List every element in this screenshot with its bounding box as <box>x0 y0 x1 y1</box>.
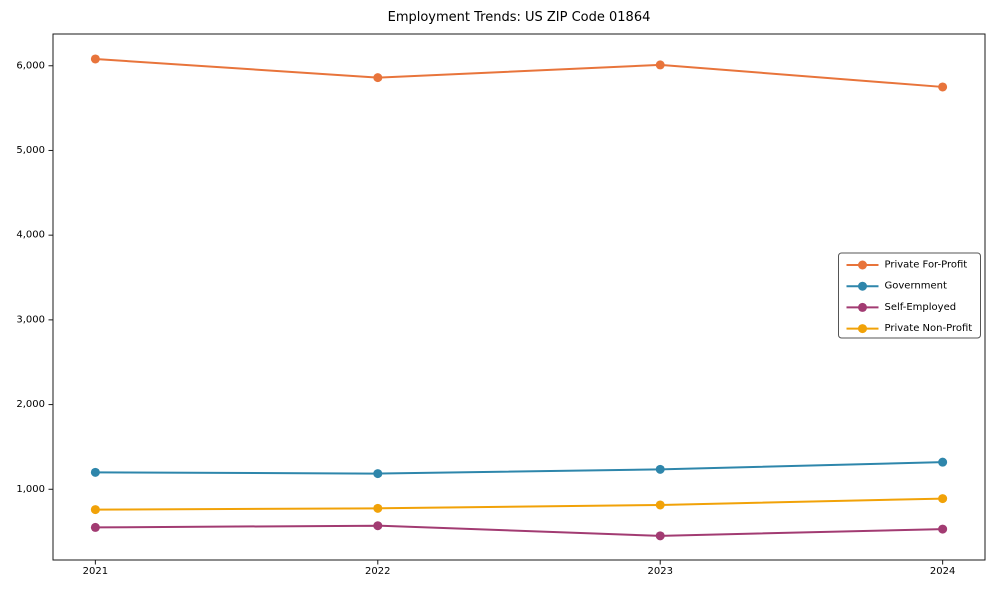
y-tick-label: 1,000 <box>16 484 45 495</box>
data-point-government <box>938 457 948 467</box>
x-tick-label: 2023 <box>647 566 672 577</box>
data-point-government <box>655 464 665 474</box>
data-point-private-for-profit <box>655 60 665 70</box>
data-point-private-non-profit <box>373 503 383 513</box>
series-line-self-employed <box>94 524 944 537</box>
y-tick-label: 3,000 <box>16 314 45 325</box>
data-point-private-non-profit <box>938 494 948 504</box>
x-tick-label: 2024 <box>930 566 955 577</box>
data-point-self-employed <box>938 524 948 534</box>
legend-marker-icon <box>858 281 867 291</box>
data-point-private-non-profit <box>90 505 100 515</box>
data-point-self-employed <box>655 531 665 541</box>
legend-box <box>838 252 981 339</box>
data-point-private-for-profit <box>938 82 948 92</box>
y-tick-label: 4,000 <box>16 230 45 241</box>
data-point-self-employed <box>373 521 383 531</box>
x-tick-label: 2021 <box>83 566 108 577</box>
legend-label: Government <box>885 281 947 292</box>
y-tick-label: 5,000 <box>16 145 45 156</box>
legend-marker-icon <box>858 302 867 312</box>
legend-label: Private For-Profit <box>885 260 968 271</box>
legend-label: Private Non-Profit <box>885 323 973 334</box>
series-line-private-for-profit <box>94 57 944 88</box>
data-point-private-non-profit <box>655 500 665 510</box>
chart-title: Employment Trends: US ZIP Code 01864 <box>387 10 651 25</box>
legend-marker-icon <box>858 324 867 334</box>
legend-marker-icon <box>858 260 867 270</box>
series-line-government <box>94 461 944 475</box>
plot-box-spines <box>52 33 986 561</box>
x-tick-label: 2022 <box>365 566 390 577</box>
y-tick-label: 2,000 <box>16 399 45 410</box>
data-point-private-for-profit <box>90 54 100 64</box>
data-point-government <box>90 467 100 477</box>
data-point-self-employed <box>90 522 100 532</box>
legend-label: Self-Employed <box>885 302 957 313</box>
data-point-private-for-profit <box>373 73 383 83</box>
series-line-private-non-profit <box>94 497 944 511</box>
data-point-government <box>373 469 383 479</box>
y-tick-label: 6,000 <box>16 60 45 71</box>
